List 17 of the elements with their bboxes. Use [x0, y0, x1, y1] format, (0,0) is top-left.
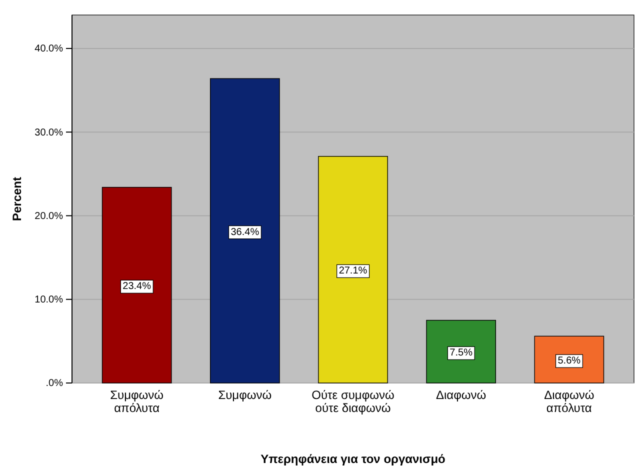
- x-tick-label: Συμφωνώ απόλυτα: [110, 388, 164, 415]
- data-label: 27.1%: [338, 266, 368, 277]
- x-tick-label: Διαφωνώ απόλυτα: [544, 388, 594, 415]
- x-tick-label: Ούτε συμφωνώ ούτε διαφωνώ: [312, 388, 394, 415]
- y-tick-label: 20.0%: [34, 210, 64, 222]
- data-label: 36.4%: [230, 226, 260, 238]
- data-label: 5.6%: [558, 356, 581, 367]
- y-tick-label: 10.0%: [34, 294, 64, 306]
- y-axis-title: Percent: [10, 176, 24, 222]
- x-axis-title: Υπερηφάνεια για τον οργανισμό: [260, 452, 446, 466]
- y-tick-label: .0%: [46, 378, 64, 390]
- data-label: 7.5%: [450, 348, 473, 359]
- data-label: 23.4%: [122, 281, 152, 292]
- y-tick-label: 30.0%: [34, 127, 64, 138]
- x-tick-label: Συμφωνώ: [218, 388, 272, 402]
- x-tick-label: Διαφωνώ: [436, 388, 486, 402]
- y-tick-label: 40.0%: [34, 44, 64, 55]
